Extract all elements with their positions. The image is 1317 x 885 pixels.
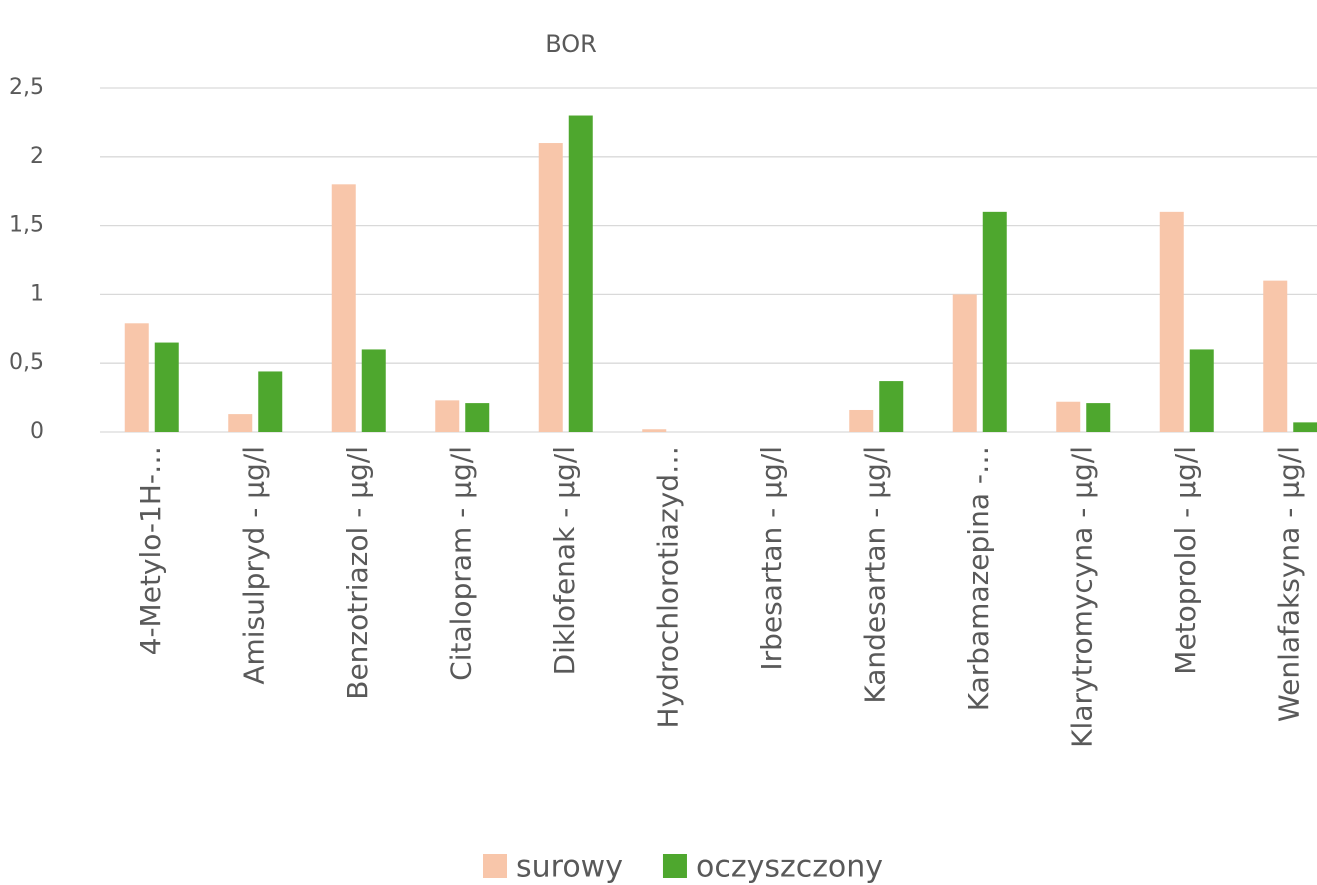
y-tick-label: 0	[30, 419, 44, 444]
legend-label: oczyszczony	[696, 850, 883, 885]
x-tick-label: Hydrochlorotiazyd…	[651, 446, 684, 728]
x-tick-label: Klarytromycyna - µg/l	[1065, 446, 1098, 748]
y-tick-label: 0,5	[9, 350, 44, 375]
legend-swatch	[662, 854, 687, 878]
x-tick-label: Wenlafaksyna - µg/l	[1272, 446, 1305, 722]
bar	[154, 342, 179, 432]
bar	[849, 409, 874, 432]
bar	[952, 294, 977, 432]
bar	[124, 323, 149, 432]
x-tick-label: 4-Metylo-1H-…	[134, 446, 167, 655]
bar	[1189, 349, 1214, 432]
bar	[361, 349, 386, 432]
legend-label: surowy	[516, 850, 623, 885]
x-tick-label: Diklofenak - µg/l	[548, 446, 581, 675]
x-tick-label: Citalopram - µg/l	[444, 446, 477, 681]
bar	[331, 184, 356, 432]
x-tick-label: Metoprolol - µg/l	[1169, 446, 1202, 675]
bar	[1086, 403, 1111, 432]
bar	[982, 211, 1007, 432]
bar	[1293, 422, 1317, 432]
bar	[258, 371, 283, 432]
x-tick-label: Karbamazepina -…	[962, 446, 995, 711]
bar	[1056, 401, 1081, 432]
bar	[1263, 280, 1288, 432]
bar	[568, 115, 593, 433]
bar	[879, 381, 904, 432]
bar	[642, 429, 667, 432]
bar	[538, 143, 563, 433]
x-tick-label: Benzotriazol - µg/l	[341, 446, 374, 700]
bar	[465, 403, 490, 432]
bar	[228, 414, 253, 432]
y-tick-label: 1	[30, 281, 44, 306]
bar	[1159, 211, 1184, 432]
x-tick-label: Amisulpryd - µg/l	[237, 446, 270, 685]
x-tick-label: Kandesartan - µg/l	[858, 446, 891, 704]
y-tick-label: 2,5	[9, 75, 44, 100]
legend-swatch	[483, 854, 507, 878]
y-tick-label: 1,5	[9, 213, 44, 238]
chart-title: BOR	[545, 30, 597, 58]
x-tick-label: Irbesartan - µg/l	[755, 446, 788, 671]
y-tick-label: 2	[30, 144, 44, 169]
bar	[435, 400, 460, 432]
